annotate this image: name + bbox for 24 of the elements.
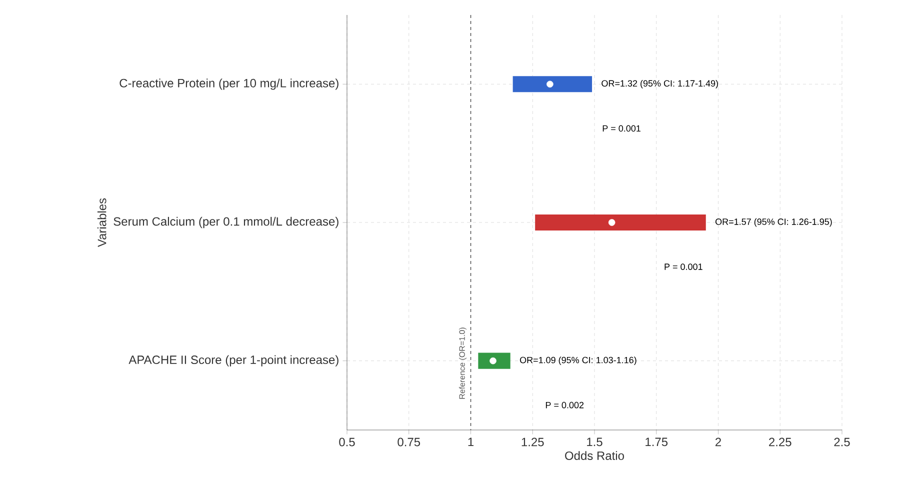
x-axis-title: Odds Ratio [565, 451, 624, 460]
y-tick-label: Serum Calcium (per 0.1 mmol/L decrease) [114, 216, 338, 228]
x-tick-label: 2 [716, 438, 721, 446]
annotation: OR=1.09 (95% CI: 1.03-1.16) [520, 356, 636, 366]
x-tick-label: 1.75 [646, 438, 668, 446]
ref-line-label: Reference (OR=1.0) [459, 328, 466, 399]
x-tick-label: 2.25 [769, 438, 792, 446]
annotation: P = 0.002 [546, 402, 584, 408]
bar [535, 214, 706, 231]
x-tick-label: 1 [468, 438, 474, 446]
annotation: P = 0.001 [602, 125, 640, 132]
x-tick-label: 0.5 [339, 438, 355, 446]
annotation: P = 0.001 [664, 264, 702, 270]
annotation: OR=1.57 (95% CI: 1.26-1.95) [715, 218, 832, 227]
x-tick-label: 1.5 [587, 438, 602, 446]
bar [478, 352, 510, 369]
bar [512, 76, 592, 92]
annotation: OR=1.32 (95% CI: 1.17-1.49) [602, 80, 718, 88]
y-axis-title: Variables [97, 198, 106, 248]
x-tick-label: 1.25 [522, 438, 544, 446]
y-tick-label: C-reactive Protein (per 10 mg/L increase) [120, 78, 338, 90]
x-tick-label: 0.75 [398, 438, 420, 446]
y-tick-label: APACHE II Score (per 1-point increase) [128, 355, 338, 366]
x-tick-label: 2.5 [834, 438, 850, 446]
